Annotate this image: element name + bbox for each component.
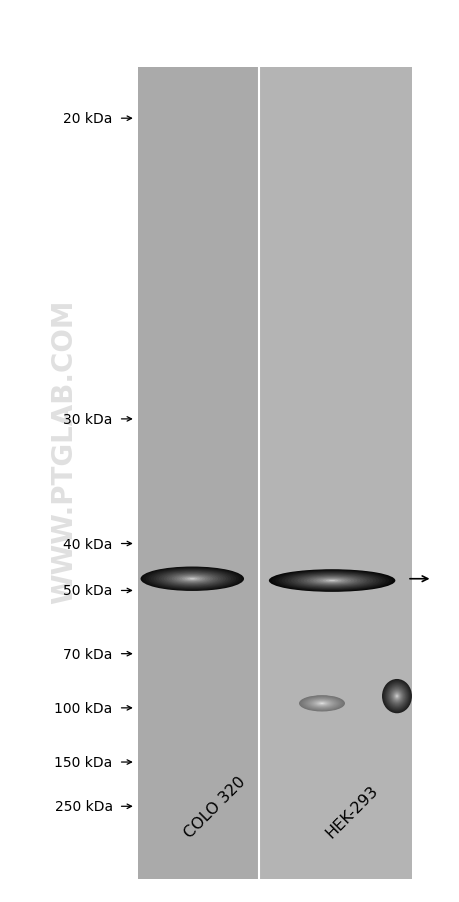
Ellipse shape [171,575,213,584]
Ellipse shape [174,575,210,584]
Ellipse shape [298,695,344,712]
Ellipse shape [182,576,202,582]
Ellipse shape [161,572,223,586]
Ellipse shape [140,567,244,592]
Ellipse shape [302,696,341,711]
Ellipse shape [299,695,343,712]
Ellipse shape [168,574,215,584]
Ellipse shape [389,688,403,704]
Ellipse shape [382,680,410,713]
Ellipse shape [395,695,397,697]
Text: 40 kDa: 40 kDa [63,537,112,551]
Ellipse shape [281,572,382,590]
Ellipse shape [311,700,331,707]
Ellipse shape [148,569,236,589]
Ellipse shape [392,692,400,701]
Text: COLO 320: COLO 320 [181,774,248,841]
Text: 20 kDa: 20 kDa [63,112,112,126]
Ellipse shape [312,700,330,707]
Ellipse shape [297,575,366,587]
Ellipse shape [294,575,369,588]
Ellipse shape [389,687,403,705]
Ellipse shape [303,575,360,586]
Ellipse shape [176,575,207,583]
Ellipse shape [146,568,238,590]
Ellipse shape [387,686,405,706]
Ellipse shape [313,701,330,706]
Ellipse shape [301,696,342,711]
Text: 250 kDa: 250 kDa [55,799,112,814]
Ellipse shape [388,687,404,705]
Ellipse shape [308,699,335,708]
Ellipse shape [287,573,375,589]
Ellipse shape [151,569,233,589]
Ellipse shape [392,691,401,702]
Ellipse shape [309,699,334,708]
Ellipse shape [187,578,197,580]
Ellipse shape [163,573,220,585]
Text: 150 kDa: 150 kDa [54,755,112,769]
Ellipse shape [395,695,397,698]
Ellipse shape [322,579,341,583]
Ellipse shape [153,570,230,588]
Ellipse shape [386,685,407,708]
Ellipse shape [384,683,408,710]
Ellipse shape [304,697,339,710]
Text: 100 kDa: 100 kDa [54,701,112,715]
Ellipse shape [278,571,385,591]
Ellipse shape [307,698,336,709]
Ellipse shape [313,577,350,584]
Ellipse shape [383,681,409,712]
Ellipse shape [166,573,218,585]
Ellipse shape [179,576,205,582]
Text: 30 kDa: 30 kDa [63,412,112,427]
Ellipse shape [310,700,333,707]
Text: HEK-293: HEK-293 [323,783,381,841]
Ellipse shape [383,682,409,711]
Ellipse shape [316,578,347,584]
Ellipse shape [328,580,335,582]
Text: 70 kDa: 70 kDa [63,647,112,661]
Bar [258,68,411,879]
Ellipse shape [284,573,379,589]
Ellipse shape [305,698,337,709]
Ellipse shape [274,571,388,591]
Bar [138,68,258,879]
Ellipse shape [158,571,225,587]
Ellipse shape [316,702,327,705]
Ellipse shape [385,684,407,709]
Ellipse shape [300,575,363,586]
Ellipse shape [189,578,195,580]
Ellipse shape [393,693,399,700]
Ellipse shape [309,577,353,584]
Ellipse shape [143,567,241,591]
Ellipse shape [319,579,344,583]
Ellipse shape [386,686,406,707]
Ellipse shape [318,703,325,704]
Ellipse shape [319,703,324,704]
Ellipse shape [317,702,326,705]
Ellipse shape [391,690,401,703]
Ellipse shape [381,679,411,713]
Ellipse shape [268,570,395,593]
Text: WWW.PTGLAB.COM: WWW.PTGLAB.COM [50,299,78,603]
Ellipse shape [306,576,357,585]
Ellipse shape [156,571,228,587]
Text: 50 kDa: 50 kDa [63,584,112,598]
Ellipse shape [303,697,340,710]
Ellipse shape [184,577,200,581]
Ellipse shape [325,580,338,582]
Ellipse shape [291,574,372,588]
Ellipse shape [314,701,328,706]
Ellipse shape [390,689,402,704]
Ellipse shape [394,694,398,699]
Ellipse shape [271,570,392,592]
